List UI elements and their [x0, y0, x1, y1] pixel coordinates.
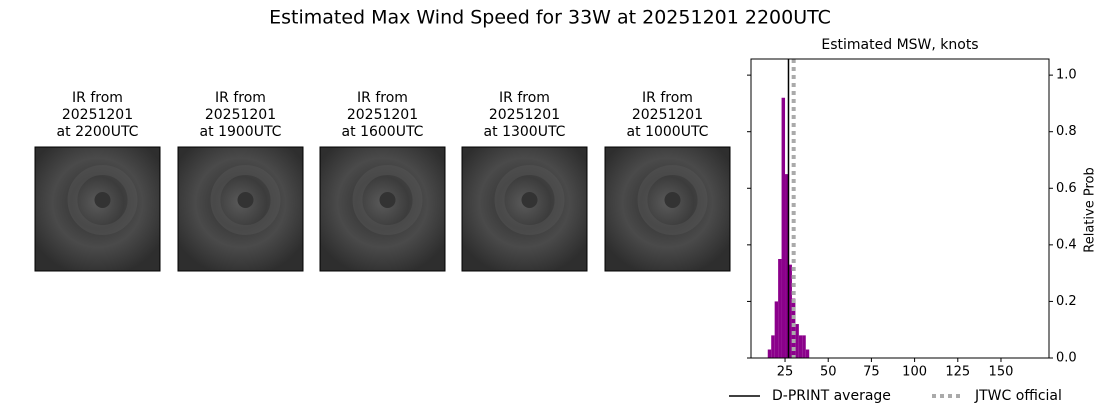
hist-bar [795, 324, 799, 358]
eye [94, 192, 111, 208]
panel-label: IR from [72, 90, 123, 106]
hist-bar [798, 335, 803, 358]
hist-bar [774, 301, 779, 358]
hist-bar [771, 335, 775, 358]
y-tick-label: 1.0 [1056, 68, 1077, 83]
hist-bar [767, 349, 772, 358]
x-tick-label: 150 [989, 365, 1014, 380]
panel-label: 20251201 [205, 107, 276, 123]
y-tick-label: 0.2 [1056, 294, 1077, 309]
figure-title: Estimated Max Wind Speed for 33W at 2025… [269, 7, 831, 29]
eye [237, 192, 254, 208]
y-tick-label: 0.8 [1056, 124, 1077, 139]
axes-frame [750, 58, 1050, 359]
hist-bar [802, 335, 806, 358]
y-tick-label: 0.4 [1056, 237, 1077, 252]
x-tick-label: 50 [820, 365, 837, 380]
cloud-swirl [637, 165, 708, 235]
hist-bar [785, 174, 789, 358]
cloud-swirl [210, 165, 281, 235]
panel-label: at 1300UTC [484, 124, 566, 140]
x-tick-label: 25 [777, 365, 794, 380]
x-tick-label: 100 [902, 365, 927, 380]
panel-label: at 1600UTC [342, 124, 424, 140]
panel-label: at 1000UTC [627, 124, 709, 140]
cloud-swirl [67, 165, 138, 235]
y-tick-label: 0.6 [1056, 181, 1077, 196]
panel-label: IR from [642, 90, 693, 106]
panel-label: 20251201 [632, 107, 703, 123]
eye [379, 192, 396, 208]
legend-label: JTWC official [974, 388, 1062, 404]
cloud-swirl [494, 165, 565, 235]
y-axis-label: Relative Prob [1083, 167, 1098, 252]
hist-bar [791, 298, 796, 358]
panel-label: 20251201 [489, 107, 560, 123]
hist-bar [805, 349, 810, 358]
hist-bar [778, 258, 782, 358]
panel-label: 20251201 [347, 107, 418, 123]
panel-label: at 2200UTC [57, 124, 139, 140]
y-tick-label: 0.0 [1056, 351, 1077, 366]
hist-bar [781, 97, 786, 358]
legend-label: D-PRINT average [772, 388, 891, 404]
eye [664, 192, 681, 208]
panel-label: IR from [357, 90, 408, 106]
cloud-swirl [352, 165, 423, 235]
eye [521, 192, 538, 208]
axes-title: Estimated MSW, knots [821, 37, 978, 53]
panel-label: at 1900UTC [200, 124, 282, 140]
panel-label: IR from [499, 90, 550, 106]
panel-label: 20251201 [62, 107, 133, 123]
x-tick-label: 125 [945, 365, 970, 380]
histogram-chart: Estimated MSW, knots 25 50 75 100 125 150 0.0 0.… [729, 37, 1098, 404]
panel-label: IR from [215, 90, 266, 106]
hist-bar [788, 264, 792, 358]
x-tick-label: 75 [863, 365, 880, 380]
